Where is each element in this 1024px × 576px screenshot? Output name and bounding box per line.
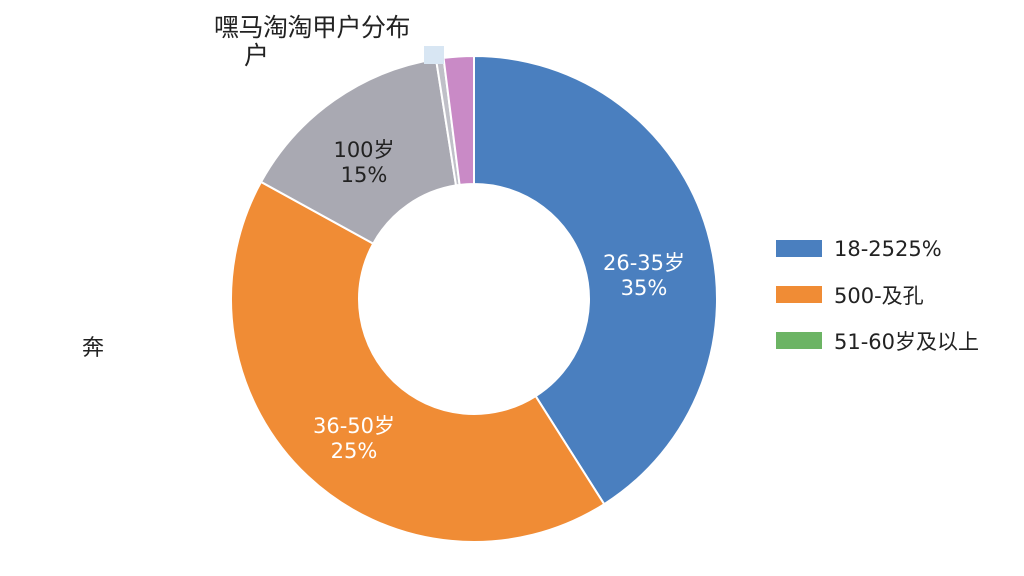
- legend: 18-2525% 500-及孔 51-60岁及以上: [776, 236, 979, 374]
- slice-percent-label: 15%: [341, 163, 388, 187]
- slice-percent-label: 25%: [331, 439, 378, 463]
- pie-slice: [230, 180, 606, 543]
- slice-percent-label: 35%: [621, 276, 668, 300]
- top-marker: [424, 46, 444, 64]
- legend-item: 500-及孔: [776, 282, 979, 308]
- chart-title-line-1: 嘿马淘淘甲户分布: [214, 13, 411, 42]
- legend-label: 500-及孔: [834, 283, 924, 308]
- legend-label: 51-60岁及以上: [834, 329, 980, 354]
- pie-slice: [473, 54, 718, 506]
- legend-swatch: [776, 286, 822, 303]
- chart-title: 嘿马淘淘甲户分布 户: [214, 14, 444, 70]
- legend-item: 51-60岁及以上: [776, 328, 980, 354]
- legend-swatch: [776, 240, 822, 257]
- slice-label: 100岁: [333, 138, 394, 162]
- slice-label: 26-35岁: [603, 251, 685, 275]
- pie-slice: [259, 57, 458, 245]
- legend-swatch: [776, 332, 822, 349]
- legend-item: 18-2525%: [776, 236, 979, 261]
- legend-label: 18-2525%: [834, 236, 942, 261]
- pie-slice: [442, 54, 475, 187]
- stray-text: 奔: [82, 336, 105, 361]
- slice-label: 36-50岁: [313, 414, 395, 438]
- chart-title-line-2: 户: [244, 41, 269, 70]
